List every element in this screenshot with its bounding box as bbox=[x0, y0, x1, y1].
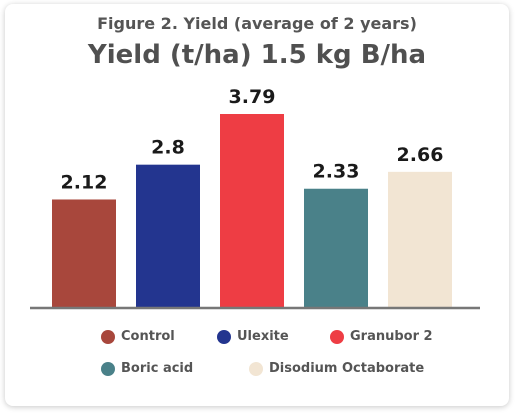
chart-title: Yield (t/ha) 1.5 kg B/ha bbox=[87, 40, 427, 70]
data-label-disodium-octaborate: 2.66 bbox=[397, 144, 444, 166]
data-label-ulexite: 2.8 bbox=[151, 137, 185, 159]
bar-disodium-octaborate bbox=[388, 171, 452, 308]
data-label-granubor-2: 3.79 bbox=[229, 86, 276, 108]
data-label-control: 2.12 bbox=[61, 171, 108, 193]
bar-granubor-2 bbox=[220, 114, 284, 308]
bar-boric-acid bbox=[304, 188, 368, 308]
data-label-boric-acid: 2.33 bbox=[313, 161, 360, 183]
figure-caption: Figure 2. Yield (average of 2 years) bbox=[97, 14, 417, 33]
bar-ulexite bbox=[136, 164, 200, 308]
bar-control bbox=[52, 199, 116, 308]
bars-group: 2.12 2.8 3.79 2.33 2.66 bbox=[52, 86, 452, 308]
